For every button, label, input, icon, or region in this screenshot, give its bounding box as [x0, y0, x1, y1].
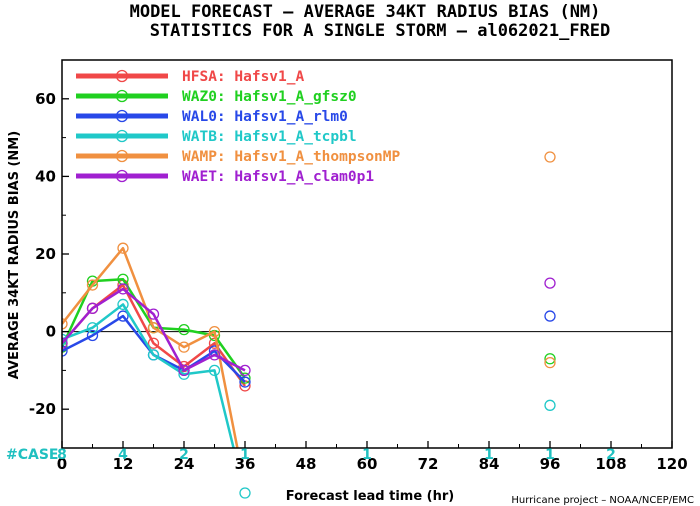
- series-line: [62, 303, 235, 448]
- y-tick-label: 40: [35, 167, 56, 185]
- x-tick-label: 60: [357, 455, 378, 473]
- legend-marker: [115, 69, 129, 83]
- data-point: [147, 322, 160, 334]
- x-axis-label: Forecast lead time (hr): [286, 489, 454, 504]
- case-count: 1: [240, 447, 250, 463]
- legend-marker: [115, 169, 129, 183]
- legend-marker: [115, 109, 129, 123]
- case-count: 1: [362, 447, 372, 463]
- x-tick-label: 12: [113, 455, 134, 473]
- legend-label: HFSA: Hafsv1_A: [182, 69, 304, 85]
- data-point: [544, 277, 556, 289]
- case-count: 2: [179, 447, 189, 463]
- legend-label: WAL0: Hafsv1_A_rlm0: [182, 109, 348, 125]
- y-tick-label: 60: [35, 90, 56, 108]
- legend-entry: WAZ0: Hafsv1_A_gfsz0: [76, 89, 357, 105]
- x-tick-label: 120: [656, 455, 687, 473]
- legend-label: WAMP: Hafsv1_A_thompsonMP: [182, 149, 401, 165]
- data-point: [544, 356, 556, 369]
- series-group: [62, 151, 556, 448]
- case-count: 8: [57, 447, 67, 463]
- data-point: [86, 329, 99, 342]
- y-axis-label: AVERAGE 34KT RADIUS BIAS (NM): [7, 131, 22, 379]
- data-point: [86, 302, 99, 314]
- data-point: [62, 318, 68, 330]
- series-line: [62, 287, 246, 372]
- data-point: [544, 151, 556, 163]
- legend-marker: [115, 89, 129, 103]
- data-point: [147, 308, 160, 320]
- series-line: [62, 246, 239, 448]
- data-point: [117, 242, 129, 254]
- data-point: [117, 298, 129, 311]
- legend-entry: HFSA: Hafsv1_A: [76, 69, 304, 85]
- x-tick-label: 96: [540, 455, 561, 473]
- case-count: 2: [606, 447, 616, 463]
- data-point: [239, 364, 251, 377]
- case-label: #CASE: [6, 447, 59, 463]
- x-tick-label: 36: [235, 455, 256, 473]
- data-point: [62, 345, 68, 357]
- data-point: [178, 364, 190, 377]
- x-tick-label: 48: [296, 455, 317, 473]
- data-point: [147, 337, 160, 349]
- data-point: [86, 322, 99, 334]
- legend-label: WAZ0: Hafsv1_A_gfsz0: [182, 89, 357, 105]
- data-point: [239, 376, 251, 388]
- x-tick-label: 84: [479, 455, 500, 473]
- legend-label: WAET: Hafsv1_A_clam0p1: [182, 169, 374, 185]
- data-point: [117, 283, 129, 295]
- legend-marker: [115, 149, 129, 163]
- data-point: [208, 349, 221, 361]
- data-point: [86, 279, 99, 291]
- credit-text: Hurricane project – NOAA/NCEP/EMC: [511, 495, 694, 506]
- x-tick-label: 0: [57, 455, 67, 473]
- data-point: [62, 337, 68, 349]
- data-point: [147, 349, 160, 361]
- data-point: [544, 399, 556, 411]
- x-tick-label: 108: [595, 455, 626, 473]
- data-point: [208, 364, 221, 377]
- y-tick-label: -20: [29, 400, 56, 418]
- legend-marker: [115, 129, 129, 143]
- legend-entry: WAMP: Hafsv1_A_thompsonMP: [76, 149, 401, 165]
- case-count: 4: [118, 447, 128, 463]
- legend-label: WATB: Hafsv1_A_tcpbl: [182, 129, 357, 145]
- case-marker: [239, 487, 251, 499]
- legend-entry: WAL0: Hafsv1_A_rlm0: [76, 109, 348, 125]
- data-point: [117, 310, 129, 322]
- legend-entry: WATB: Hafsv1_A_tcpbl: [76, 129, 357, 145]
- case-count: 1: [484, 447, 494, 463]
- data-point: [208, 325, 221, 338]
- data-point: [544, 310, 556, 322]
- y-tick-label: 0: [46, 323, 56, 341]
- chart-title: MODEL FORECAST – AVERAGE 34KT RADIUS BIA…: [130, 2, 601, 22]
- y-tick-label: 20: [35, 245, 56, 263]
- chart-subtitle: STATISTICS FOR A SINGLE STORM – al062021…: [150, 21, 611, 41]
- x-tick-label: 24: [174, 455, 195, 473]
- case-count: 1: [545, 447, 555, 463]
- legend-entry: WAET: Hafsv1_A_clam0p1: [76, 169, 374, 185]
- data-point: [544, 353, 556, 365]
- x-tick-label: 72: [418, 455, 439, 473]
- data-point: [178, 324, 190, 336]
- data-point: [178, 341, 190, 353]
